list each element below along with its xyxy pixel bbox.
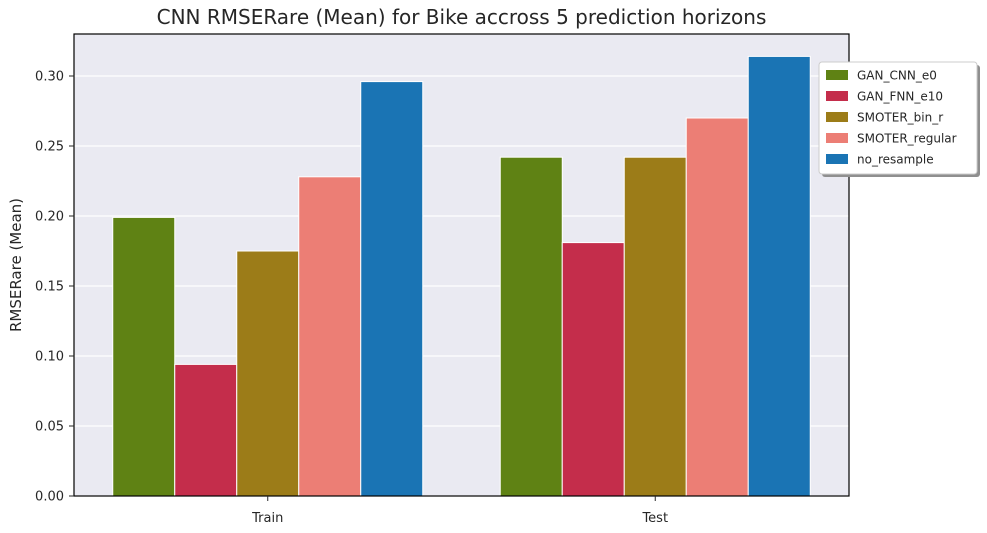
- bar-SMOTER_bin_r-Train: [236, 250, 300, 497]
- bar-no_resample-Test: [747, 55, 811, 497]
- legend-swatch: [826, 91, 848, 101]
- legend-swatch: [826, 112, 848, 122]
- legend-label: SMOTER_bin_r: [857, 111, 943, 125]
- y-tick-label: 0.30: [35, 70, 64, 85]
- x-tick-label: Test: [641, 511, 668, 526]
- bar-GAN_FNN_e10-Test: [561, 242, 625, 497]
- legend-swatch: [826, 70, 848, 80]
- legend: GAN_CNN_e0 GAN_FNN_e10 SMOTER_bin_r SMOTER_…: [818, 61, 980, 177]
- legend-box: [818, 61, 978, 175]
- bar-GAN_FNN_e10-Train: [174, 363, 238, 497]
- y-tick-label: 0.25: [35, 140, 64, 155]
- bar-GAN_CNN_e0-Test: [499, 156, 563, 497]
- y-tick-label: 0.00: [35, 490, 64, 505]
- bar-GAN_CNN_e0-Train: [112, 216, 176, 497]
- bars: [112, 55, 811, 497]
- x-tick-label: Train: [251, 511, 283, 526]
- y-tick-label: 0.10: [35, 350, 64, 365]
- bar-SMOTER_regular-Train: [298, 176, 362, 497]
- y-axis-ticks: 0.00 0.05 0.10 0.15 0.20 0.25 0.30: [35, 70, 74, 505]
- y-tick-label: 0.20: [35, 210, 64, 225]
- bar-SMOTER_regular-Test: [685, 117, 749, 497]
- legend-label: SMOTER_regular: [857, 132, 957, 146]
- y-axis-label: RMSERare (Mean): [7, 198, 25, 332]
- legend-label: GAN_CNN_e0: [857, 69, 937, 83]
- legend-label: GAN_FNN_e10: [857, 90, 943, 104]
- legend-label: no_resample: [857, 153, 934, 167]
- chart-title: CNN RMSERare (Mean) for Bike accross 5 p…: [157, 5, 767, 29]
- x-axis-ticks: Train Test: [251, 496, 668, 526]
- plot-frame: [73, 33, 850, 497]
- legend-swatch: [826, 154, 848, 164]
- y-tick-label: 0.05: [35, 420, 64, 435]
- bar-SMOTER_bin_r-Test: [623, 156, 687, 497]
- legend-swatch: [826, 133, 848, 143]
- y-tick-label: 0.15: [35, 280, 64, 295]
- bar-no_resample-Train: [360, 81, 424, 497]
